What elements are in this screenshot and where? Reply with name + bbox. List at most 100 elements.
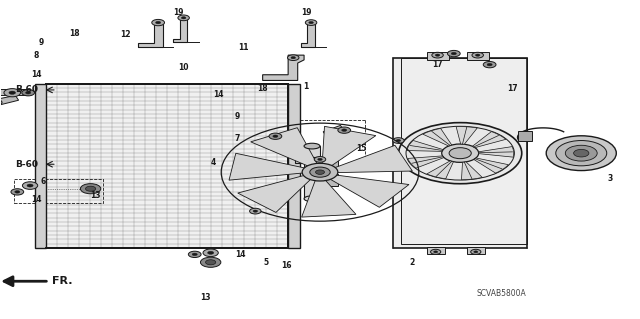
- Polygon shape: [138, 24, 163, 47]
- Text: 5: 5: [263, 258, 268, 267]
- Bar: [394, 58, 527, 248]
- Circle shape: [207, 251, 214, 254]
- Ellipse shape: [304, 143, 320, 149]
- Text: 11: 11: [238, 43, 249, 52]
- Circle shape: [192, 253, 197, 256]
- Bar: [288, 84, 300, 248]
- Circle shape: [4, 89, 20, 97]
- Polygon shape: [323, 125, 344, 137]
- Text: 14: 14: [31, 195, 42, 204]
- Circle shape: [15, 191, 20, 193]
- Bar: [324, 174, 339, 186]
- Text: 8: 8: [34, 51, 39, 60]
- Text: 17: 17: [433, 60, 443, 69]
- Circle shape: [442, 144, 479, 162]
- Text: 15: 15: [356, 144, 367, 153]
- Polygon shape: [294, 147, 330, 163]
- Text: SCVAB5800A: SCVAB5800A: [477, 289, 527, 298]
- Polygon shape: [173, 19, 188, 42]
- Polygon shape: [0, 95, 19, 105]
- Text: 13: 13: [200, 293, 211, 301]
- Text: 1: 1: [303, 82, 308, 91]
- Circle shape: [81, 184, 100, 194]
- Text: 2: 2: [410, 258, 415, 267]
- Circle shape: [393, 138, 404, 143]
- Text: FR.: FR.: [52, 276, 73, 286]
- Circle shape: [432, 52, 444, 58]
- Polygon shape: [328, 175, 409, 207]
- Bar: [46, 84, 288, 248]
- Circle shape: [338, 127, 351, 133]
- Bar: [427, 248, 445, 254]
- Bar: [467, 52, 489, 60]
- Circle shape: [546, 136, 616, 171]
- Circle shape: [573, 149, 589, 157]
- Polygon shape: [407, 140, 443, 151]
- Text: 3: 3: [607, 174, 612, 183]
- Circle shape: [188, 251, 201, 257]
- Circle shape: [556, 141, 607, 166]
- Circle shape: [396, 139, 401, 142]
- Circle shape: [399, 122, 522, 184]
- Text: 4: 4: [211, 158, 216, 167]
- Polygon shape: [301, 179, 356, 217]
- Polygon shape: [229, 153, 308, 180]
- Circle shape: [431, 249, 441, 254]
- Circle shape: [203, 249, 218, 256]
- Circle shape: [200, 257, 221, 267]
- Ellipse shape: [304, 196, 320, 202]
- Bar: [46, 84, 288, 248]
- Circle shape: [317, 158, 323, 160]
- Circle shape: [487, 63, 492, 66]
- Circle shape: [472, 52, 483, 58]
- Circle shape: [449, 148, 471, 159]
- Circle shape: [86, 186, 96, 191]
- Text: 9: 9: [39, 38, 44, 47]
- Polygon shape: [322, 126, 376, 167]
- Circle shape: [250, 208, 261, 214]
- Circle shape: [483, 62, 496, 68]
- Polygon shape: [262, 55, 304, 80]
- Circle shape: [470, 249, 481, 254]
- Circle shape: [9, 91, 15, 94]
- Text: 9: 9: [234, 112, 240, 121]
- Circle shape: [447, 50, 460, 57]
- Circle shape: [253, 210, 258, 212]
- Polygon shape: [0, 89, 28, 95]
- Circle shape: [273, 135, 278, 137]
- Circle shape: [26, 92, 31, 94]
- Text: 10: 10: [178, 63, 188, 72]
- Circle shape: [287, 55, 299, 61]
- Circle shape: [22, 182, 38, 189]
- Circle shape: [156, 21, 161, 24]
- Polygon shape: [332, 145, 412, 173]
- Circle shape: [302, 163, 338, 181]
- Circle shape: [474, 251, 478, 253]
- Circle shape: [291, 56, 296, 59]
- Circle shape: [22, 90, 35, 96]
- Text: 14: 14: [212, 90, 223, 99]
- Circle shape: [205, 260, 216, 265]
- Circle shape: [11, 189, 24, 195]
- Circle shape: [0, 99, 2, 106]
- Circle shape: [434, 251, 438, 253]
- Text: 12: 12: [120, 30, 131, 39]
- Circle shape: [178, 15, 189, 21]
- Polygon shape: [479, 147, 514, 157]
- Text: 13: 13: [90, 191, 100, 200]
- Circle shape: [435, 54, 440, 56]
- Text: 14: 14: [235, 250, 246, 259]
- Circle shape: [314, 157, 326, 162]
- Polygon shape: [474, 158, 508, 173]
- Bar: [35, 84, 46, 248]
- Text: 19: 19: [173, 8, 184, 17]
- Circle shape: [476, 54, 480, 56]
- Text: 7: 7: [234, 134, 240, 144]
- Polygon shape: [301, 24, 315, 47]
- Polygon shape: [461, 162, 483, 180]
- Polygon shape: [456, 127, 477, 144]
- Circle shape: [342, 129, 347, 131]
- Polygon shape: [408, 156, 444, 168]
- Text: 16: 16: [282, 261, 292, 270]
- Polygon shape: [423, 129, 452, 146]
